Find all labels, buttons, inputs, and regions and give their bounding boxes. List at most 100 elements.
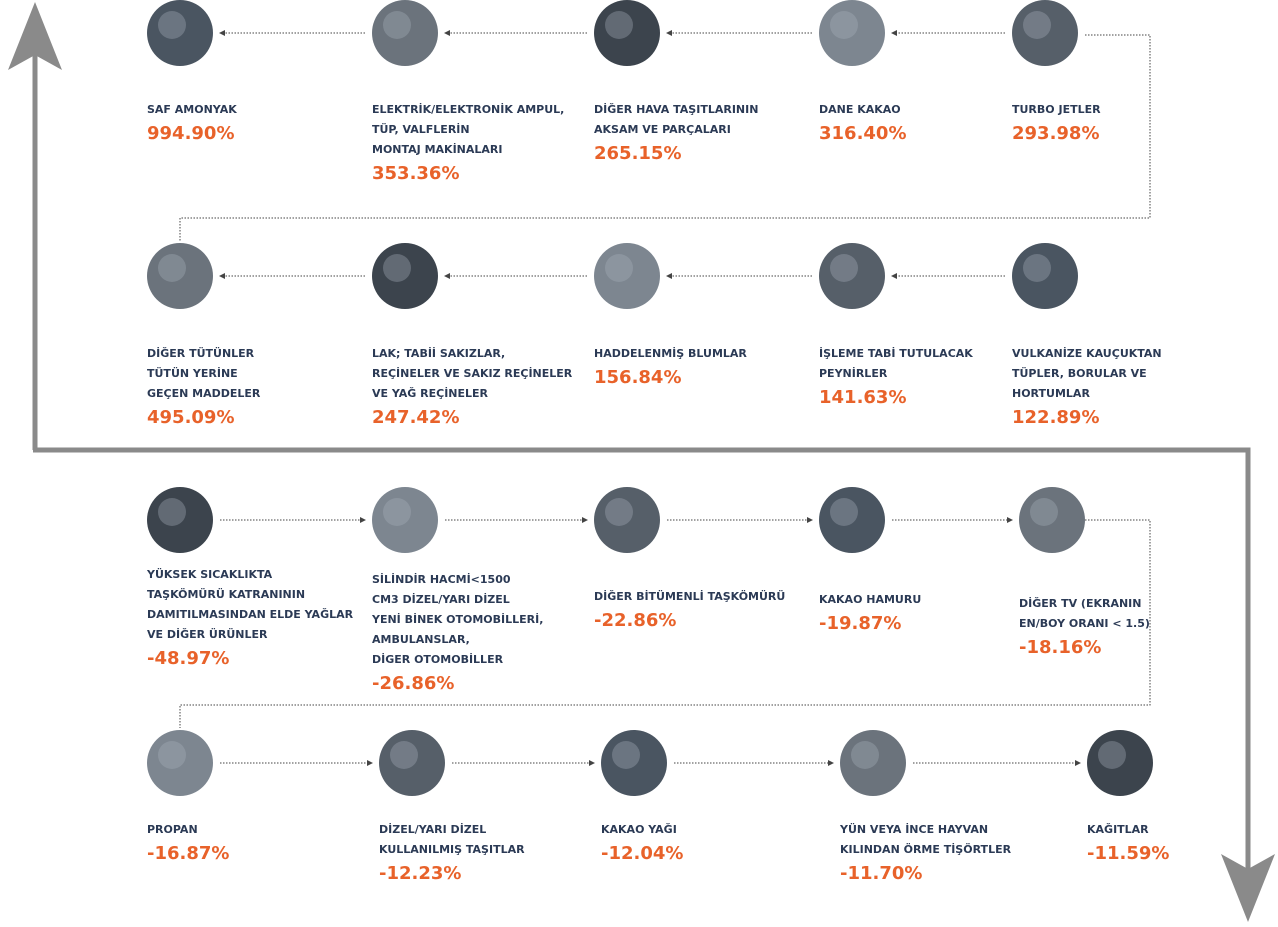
item-label: MONTAJ MAKİNALARI (372, 142, 502, 156)
item: YÜN VEYA İNCE HAYVAN KILINDAN ÖRME TİŞÖRT… (839, 730, 1012, 884)
item-value: 122.89% (1012, 407, 1100, 428)
item-label: HORTUMLAR (1012, 387, 1090, 400)
item: YÜKSEK SICAKLIKTA TAŞKÖMÜRÜ KATRANININ DAM… (146, 487, 354, 669)
photo-highlight (158, 254, 186, 282)
photo-highlight (383, 11, 411, 39)
photo-highlight (1023, 11, 1051, 39)
item-photo (372, 487, 438, 553)
photo-highlight (612, 741, 640, 769)
item-label: KAKAO YAĞI (601, 823, 677, 836)
item-photo (594, 487, 660, 553)
item-label: YENİ BİNEK OTOMOBİLLERİ, (371, 612, 543, 626)
item-label: AMBULANSLAR, (372, 633, 470, 646)
item-value: -26.86% (372, 673, 454, 694)
item-label: DİĞER TÜTÜNLER (147, 346, 255, 360)
item-label: SİLİNDİR HACMİ<1500 (372, 572, 511, 586)
item-photo (819, 243, 885, 309)
item-label: TAŞKÖMÜRÜ KATRANININ (147, 587, 305, 601)
photo-highlight (605, 498, 633, 526)
item-photo (1012, 243, 1078, 309)
item-photo (147, 243, 213, 309)
item-value: 353.36% (372, 163, 460, 184)
item-label: PROPAN (147, 823, 198, 836)
item-value: 994.90% (147, 123, 235, 144)
photo-highlight (383, 254, 411, 282)
item-photo (1087, 730, 1153, 796)
item-value: -22.86% (594, 610, 676, 631)
item-photo (1012, 0, 1078, 66)
item-label: CM3 DİZEL/YARI DİZEL (372, 592, 510, 606)
item-value: 495.09% (147, 407, 235, 428)
photo-highlight (158, 498, 186, 526)
item-label: KULLANILMIŞ TAŞITLAR (379, 843, 525, 856)
item-label: KAĞITLAR (1087, 823, 1149, 836)
photo-highlight (158, 741, 186, 769)
item-value: 316.40% (819, 123, 907, 144)
item-label: DİĞER HAVA TAŞITLARININ (594, 102, 758, 116)
item-photo (1019, 487, 1085, 553)
item-photo (147, 487, 213, 553)
item-label: TURBO JETLER (1012, 103, 1101, 116)
photo-highlight (605, 11, 633, 39)
photo-highlight (605, 254, 633, 282)
item-label: EN/BOY ORANI < 1.5) (1019, 617, 1150, 630)
item: HADDELENMİŞ BLUMLAR 156.84% (594, 243, 747, 388)
item: ELEKTRİK/ELEKTRONİK AMPUL, TÜP, VALFLERİN… (372, 0, 564, 184)
photo-highlight (830, 498, 858, 526)
item-label: VE DİĞER ÜRÜNLER (147, 627, 268, 641)
item-label: YÜN VEYA İNCE HAYVAN (839, 822, 988, 836)
item-label: DANE KAKAO (819, 103, 901, 116)
item-photo (819, 487, 885, 553)
item: VULKANİZE KAUÇUKTAN TÜPLER, BORULAR VE HOR… (1012, 243, 1162, 428)
item-photo (594, 0, 660, 66)
item-value: 293.98% (1012, 123, 1100, 144)
item: TURBO JETLER 293.98% (1012, 0, 1101, 144)
item-label: DİĞER BİTÜMENLİ TAŞKÖMÜRÜ (594, 589, 785, 603)
item-value: 141.63% (819, 387, 907, 408)
item-photo (601, 730, 667, 796)
photo-highlight (830, 11, 858, 39)
item: DİĞER TV (EKRANIN EN/BOY ORANI < 1.5) -18.… (1019, 487, 1150, 658)
item-value: -48.97% (147, 648, 229, 669)
item-label: DAMITILMASINDAN ELDE YAĞLAR (147, 608, 354, 621)
item-photo (819, 0, 885, 66)
item-label: VULKANİZE KAUÇUKTAN (1012, 346, 1162, 360)
item: DİZEL/YARI DİZEL KULLANILMIŞ TAŞITLAR -12.… (379, 730, 525, 884)
item-label: DİĞER TV (EKRANIN (1019, 596, 1141, 610)
item-value: -11.70% (840, 863, 922, 884)
item-photo (372, 243, 438, 309)
flow-arrows (8, 2, 1275, 922)
photo-highlight (851, 741, 879, 769)
item: KAĞITLAR -11.59% (1087, 730, 1169, 864)
item-label: REÇİNELER VE SAKIZ REÇİNELER (372, 366, 573, 380)
item-label: SAF AMONYAK (147, 103, 237, 116)
item-label: KILINDAN ÖRME TİŞÖRTLER (840, 842, 1012, 856)
item-photo (147, 0, 213, 66)
item-label: TÜTÜN YERİNE (147, 366, 238, 380)
item-value: 265.15% (594, 143, 682, 164)
item-label: DİZEL/YARI DİZEL (379, 822, 486, 836)
item: SİLİNDİR HACMİ<1500 CM3 DİZEL/YARI DİZEL Y… (371, 487, 543, 694)
item-label: AKSAM VE PARÇALARI (594, 123, 731, 136)
item-value: -12.04% (601, 843, 683, 864)
item-label: TÜP, VALFLERİN (372, 122, 470, 136)
item: DANE KAKAO 316.40% (819, 0, 907, 144)
item-label: VE YAĞ REÇİNELER (372, 386, 489, 400)
item-label: KAKAO HAMURU (819, 593, 921, 606)
item-label: DİGER OTOMOBİLLER (372, 652, 504, 666)
item: KAKAO YAĞI -12.04% (601, 730, 683, 864)
item-photo (840, 730, 906, 796)
item-value: -16.87% (147, 843, 229, 864)
item-photo (372, 0, 438, 66)
item-label: ELEKTRİK/ELEKTRONİK AMPUL, (372, 102, 564, 116)
item-photo (147, 730, 213, 796)
item-photo (594, 243, 660, 309)
item-value: -18.16% (1019, 637, 1101, 658)
item: PROPAN -16.87% (147, 730, 229, 864)
item: SAF AMONYAK 994.90% (147, 0, 237, 144)
item-label: PEYNİRLER (819, 366, 888, 380)
item: DİĞER HAVA TAŞITLARININ AKSAM VE PARÇALAR… (594, 0, 758, 164)
item-label: GEÇEN MADDELER (147, 387, 261, 400)
item-label: YÜKSEK SICAKLIKTA (146, 567, 273, 581)
